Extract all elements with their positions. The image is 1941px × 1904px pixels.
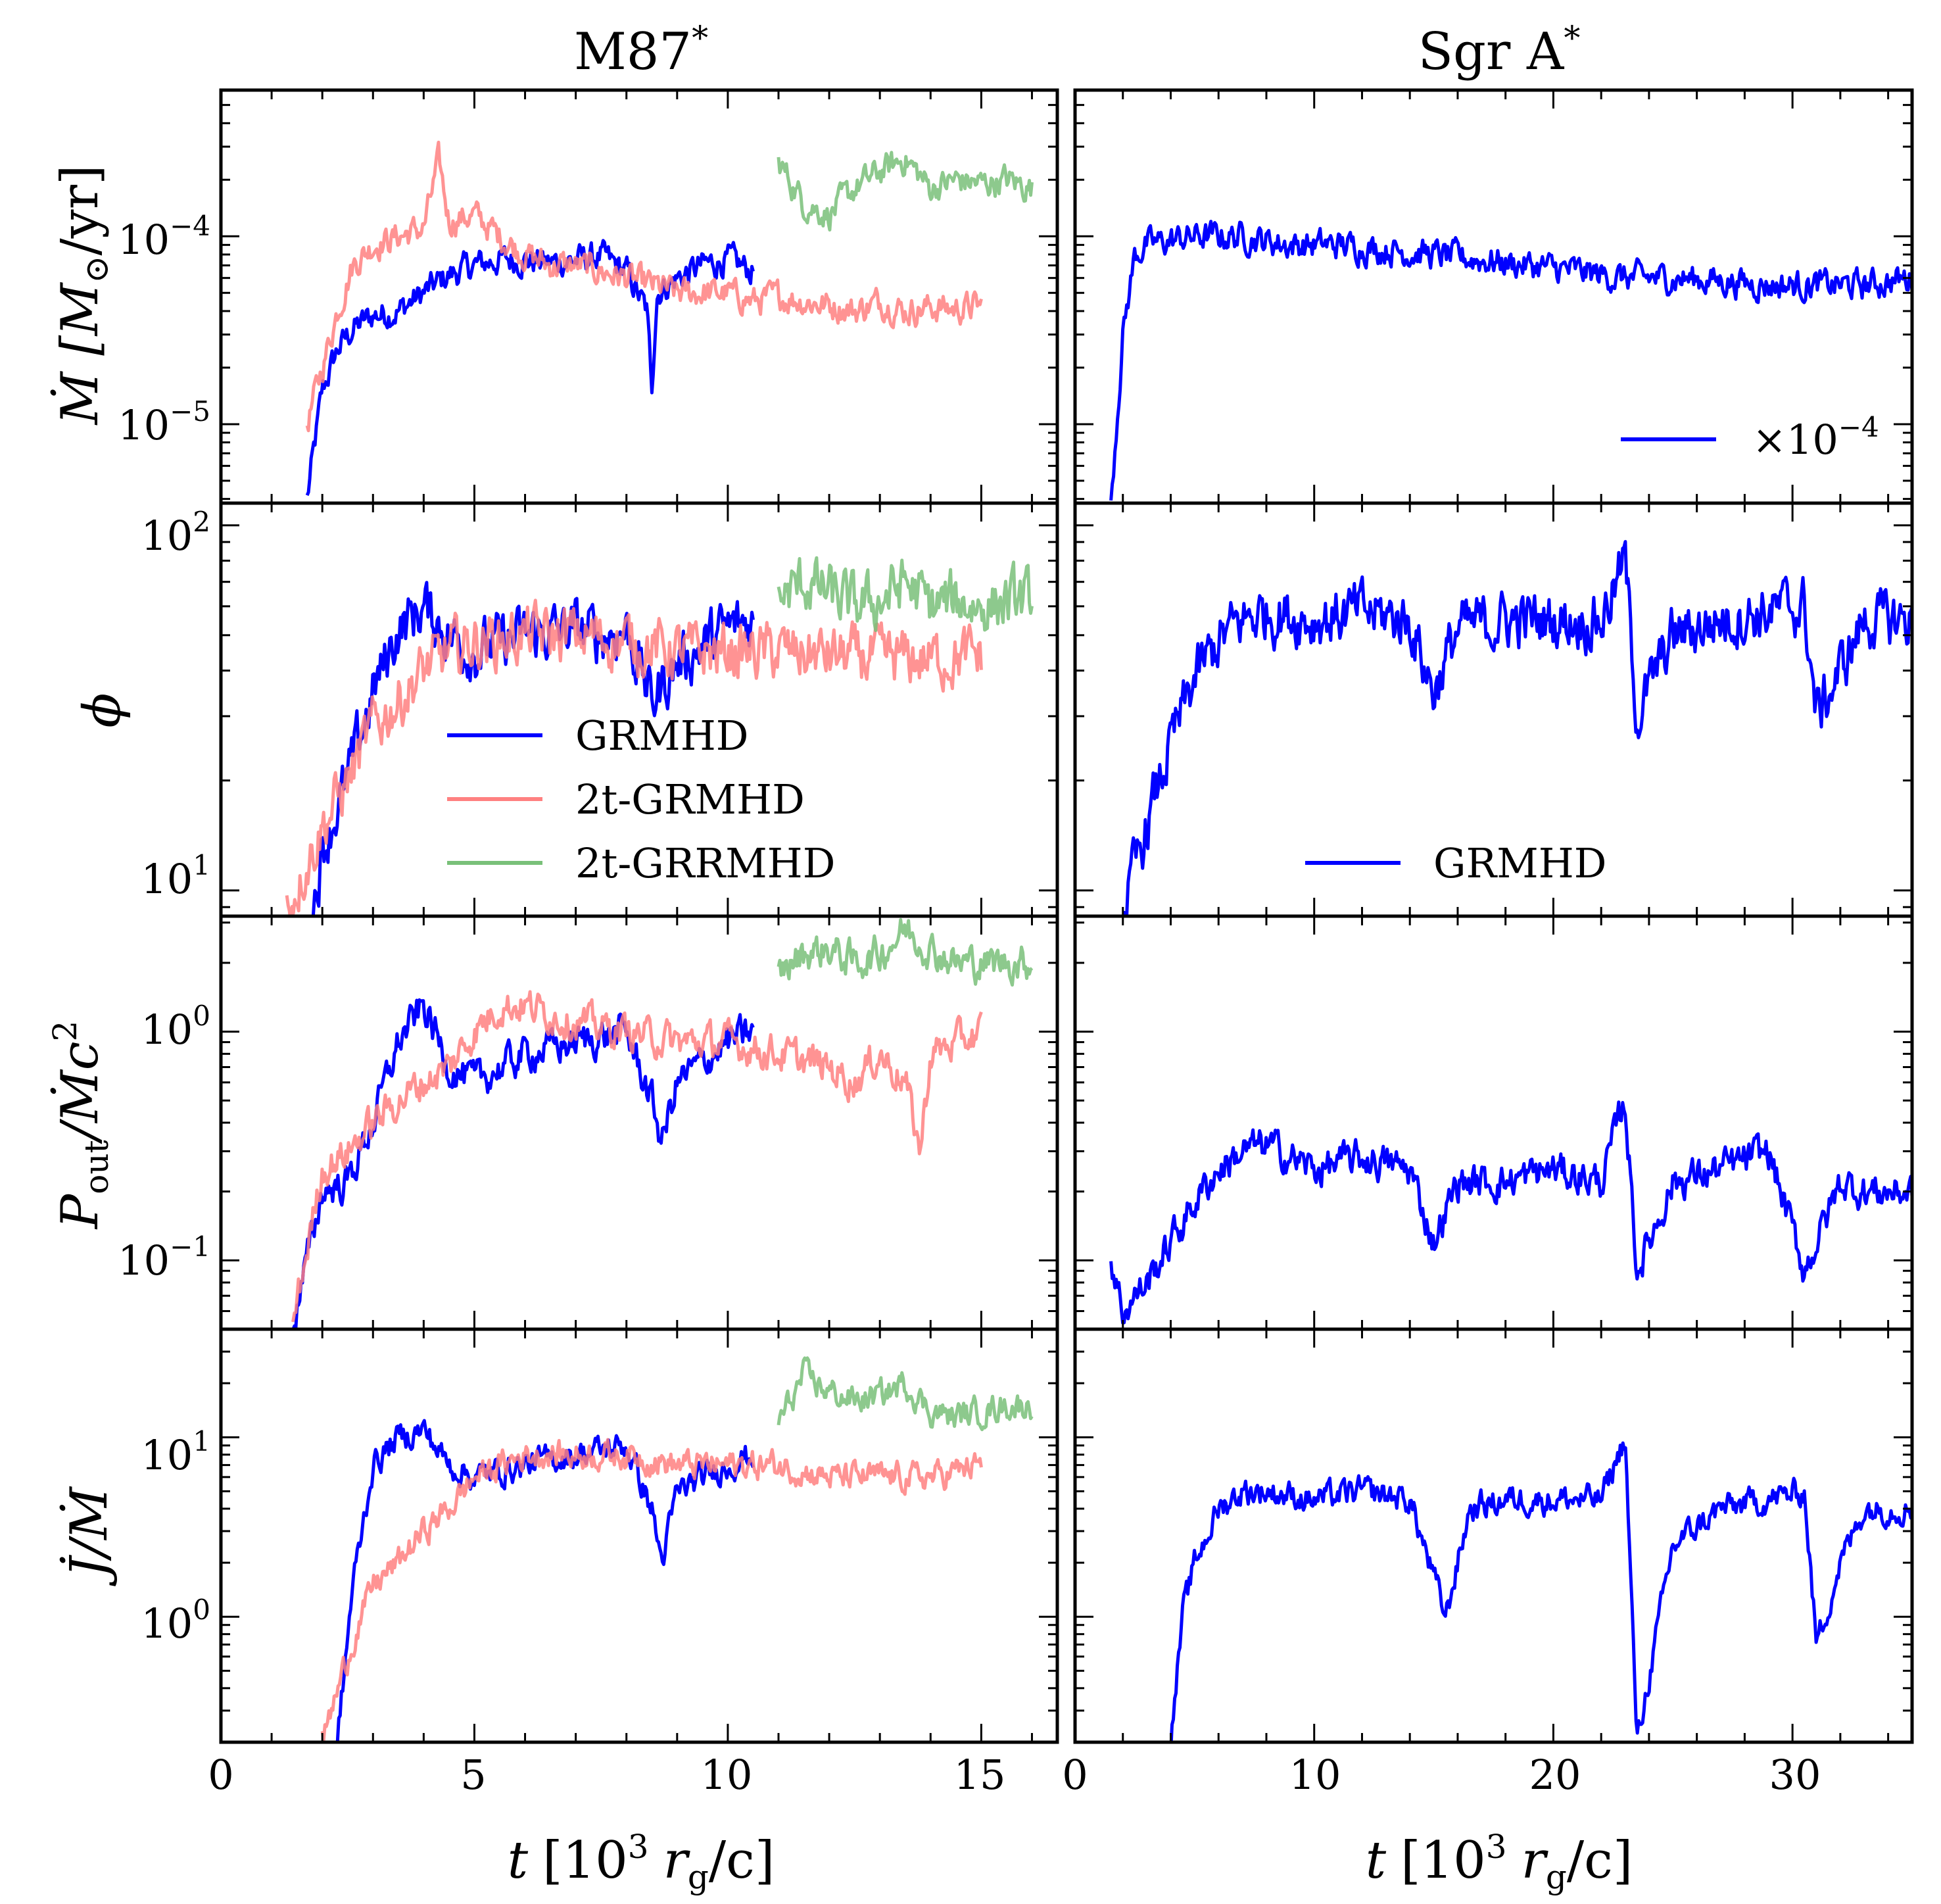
series-line-grmhd <box>305 239 755 497</box>
xtick-label: 10 <box>1289 1751 1341 1799</box>
series-line-2t-grrmhd <box>777 151 1034 232</box>
axes-layer <box>219 88 1914 1744</box>
xtick-label: 0 <box>1062 1751 1088 1799</box>
panel-6-series <box>320 1356 1034 1742</box>
series-line-2t-grrmhd <box>777 917 1034 987</box>
panel-2-series <box>285 556 1034 916</box>
ytick-label-phi-lower: 101 <box>141 849 210 903</box>
legend-label-2t-grrmhd: 2t-GRRMHD <box>575 839 835 887</box>
ylabel-pout: Pout/Ṁc2 <box>46 1021 116 1231</box>
ytick-label-pout-lower: 10−1 <box>118 1231 210 1284</box>
series-line-grmhd <box>291 998 755 1329</box>
series-line-grmhd <box>335 1419 755 1742</box>
series-line-2t-grmhd <box>285 598 983 916</box>
ytick-label-pout-upper: 100 <box>141 1000 210 1054</box>
ytick-labels: 10−4 10−5 102 101 100 10−1 101 100 <box>118 210 210 1648</box>
legend-left: GRMHD 2t-GRMHD 2t-GRRMHD <box>447 712 835 887</box>
panel-5-series <box>1109 1100 1912 1325</box>
xtick-label: 10 <box>701 1751 753 1799</box>
series-line-2t-grmhd <box>291 990 983 1323</box>
title-right: Sgr A* <box>1418 19 1581 82</box>
panel-7-series <box>1169 1441 1912 1742</box>
xtick-label: 0 <box>208 1751 233 1799</box>
ytick-label-mdot-upper: 10−4 <box>118 210 210 264</box>
ylabel-mdot: Ṁ [M⊙/yr] <box>49 165 116 426</box>
xtick-label: 30 <box>1769 1751 1821 1799</box>
xtick-labels-right: 0 10 20 30 <box>1062 1751 1821 1799</box>
xtick-label: 15 <box>954 1751 1006 1799</box>
legend-label-grmhd: GRMHD <box>575 712 748 760</box>
legend-right-phi: GRMHD <box>1305 839 1606 887</box>
ylabel-phi: ϕ <box>73 693 132 727</box>
legend-right-mdot: ×10−4 <box>1621 411 1879 464</box>
panel-4-series <box>291 917 1034 1329</box>
ytick-label-phi-upper: 102 <box>141 506 210 560</box>
xlabel-left: t [103 rg/c] <box>508 1828 775 1896</box>
xtick-labels-left: 0 5 10 15 <box>208 1751 1005 1799</box>
ytick-label-mdot-lower: 10−5 <box>118 395 210 449</box>
legend-label-grmhd-right: GRMHD <box>1433 839 1606 887</box>
panel-1-series <box>1109 220 1912 501</box>
xtick-label: 20 <box>1529 1751 1581 1799</box>
title-left: M87* <box>574 19 708 82</box>
panel-0-series <box>305 140 1034 497</box>
panel-3-series <box>1122 540 1912 916</box>
series-line--10-4-grmhd- <box>1109 220 1912 501</box>
series-line-grmhd <box>1122 540 1912 916</box>
panel-frame <box>219 1327 1059 1744</box>
ylabel-jdot: J̇/Ṁ <box>59 1486 119 1587</box>
legend-label-2t-grmhd: 2t-GRMHD <box>575 775 805 823</box>
panel-frame <box>1073 914 1914 1331</box>
series-line-2t-grmhd <box>305 140 983 433</box>
panel-frame <box>1073 1327 1914 1744</box>
panel-frame <box>219 914 1059 1331</box>
ytick-label-jdot-lower: 100 <box>141 1594 210 1648</box>
series-line-grmhd <box>1169 1441 1912 1742</box>
series-line-2t-grrmhd <box>777 1356 1034 1432</box>
series-line-grmhd <box>1109 1100 1912 1325</box>
legend-label-scaled: ×10−4 <box>1752 411 1879 464</box>
xtick-label: 5 <box>460 1751 486 1799</box>
series-line-2t-grmhd <box>320 1438 983 1742</box>
series-line-2t-grrmhd <box>777 556 1034 633</box>
ytick-label-jdot-upper: 101 <box>141 1425 210 1479</box>
series-layer <box>285 140 1912 1742</box>
xlabel-right: t [103 rg/c] <box>1366 1828 1633 1896</box>
